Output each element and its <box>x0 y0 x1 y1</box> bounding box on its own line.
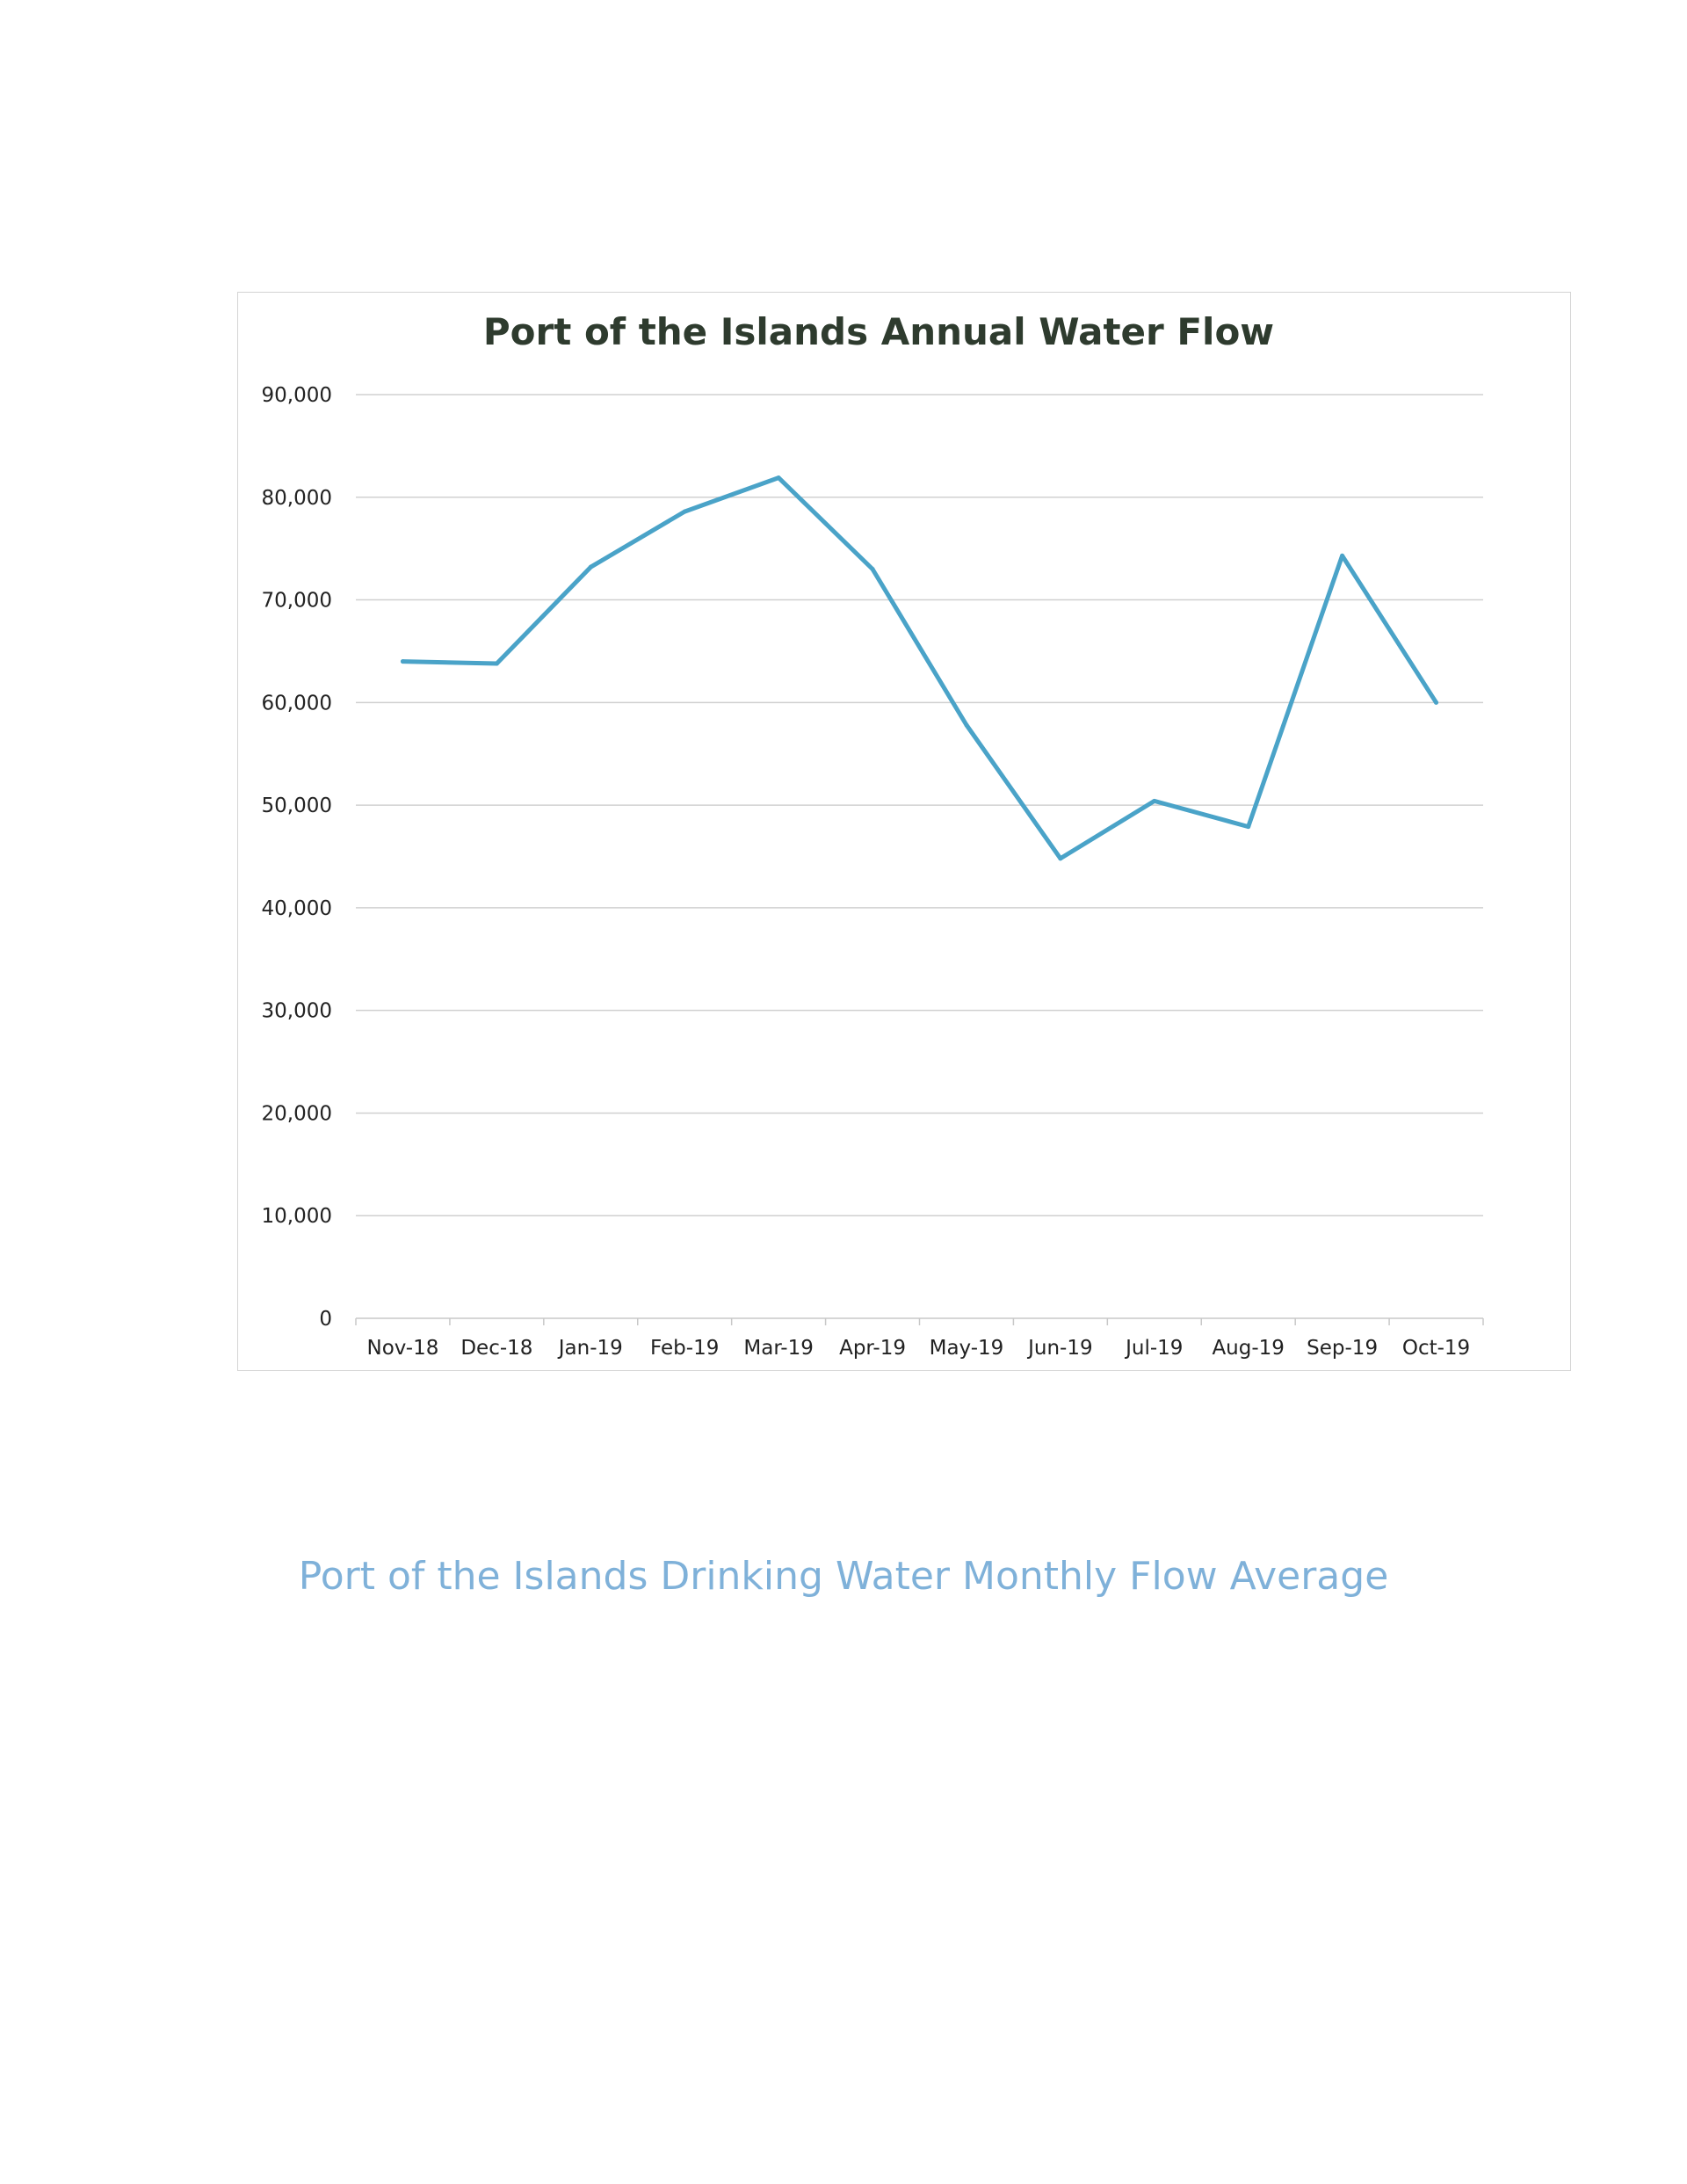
x-tick-label: Oct-19 <box>1402 1337 1470 1360</box>
x-tick-label: Sep-19 <box>1307 1337 1378 1360</box>
y-tick-label: 10,000 <box>262 1205 332 1228</box>
x-tick-label: Nov-18 <box>367 1337 439 1360</box>
chart-frame <box>237 292 1571 1371</box>
document-caption: Port of the Islands Drinking Water Month… <box>298 1554 1389 1599</box>
y-tick-label: 50,000 <box>262 795 332 817</box>
x-tick-label: Jul-19 <box>1124 1337 1183 1360</box>
gridlines <box>356 394 1483 1216</box>
y-tick-label: 90,000 <box>262 384 332 407</box>
y-tick-label: 60,000 <box>262 692 332 715</box>
x-tick-label: Dec-18 <box>460 1337 532 1360</box>
data-point <box>964 722 969 728</box>
x-tick-label: Jun-19 <box>1026 1337 1093 1360</box>
data-point <box>776 475 781 481</box>
y-axis-tick-labels: 0 10,000 20,000 30,000 40,000 50,000 60,000 70,… <box>262 384 332 1331</box>
y-tick-label: 0 <box>319 1308 332 1331</box>
data-point <box>588 564 593 570</box>
series-line <box>401 475 1438 861</box>
y-tick-label: 80,000 <box>262 487 332 510</box>
chart-title: Port of the Islands Annual Water Flow <box>483 310 1274 353</box>
data-point <box>1058 856 1063 861</box>
series-layer <box>400 475 1439 861</box>
y-tick-label: 20,000 <box>262 1102 332 1125</box>
data-point <box>1152 798 1157 803</box>
y-tick-label: 70,000 <box>262 590 332 613</box>
x-axis <box>355 1317 1484 1325</box>
data-point <box>494 661 499 666</box>
data-point <box>1434 700 1439 705</box>
x-tick-label: Jan-19 <box>557 1337 623 1360</box>
y-tick-label: 40,000 <box>262 897 332 920</box>
x-tick-label: Feb-19 <box>650 1337 719 1360</box>
x-tick-label: Aug-19 <box>1212 1337 1284 1360</box>
x-tick-label: May-19 <box>930 1337 1004 1360</box>
data-point <box>1340 553 1345 558</box>
x-axis-tick-labels: Nov-18 Dec-18 Jan-19 Feb-19 Mar-19 Apr-19 May-… <box>367 1337 1471 1360</box>
x-tick-label: Apr-19 <box>839 1337 906 1360</box>
x-tick-label: Mar-19 <box>743 1337 814 1360</box>
data-point <box>870 567 875 572</box>
data-point <box>1246 824 1251 830</box>
y-tick-label: 30,000 <box>262 1000 332 1023</box>
data-point <box>682 509 687 514</box>
data-point <box>400 659 405 664</box>
